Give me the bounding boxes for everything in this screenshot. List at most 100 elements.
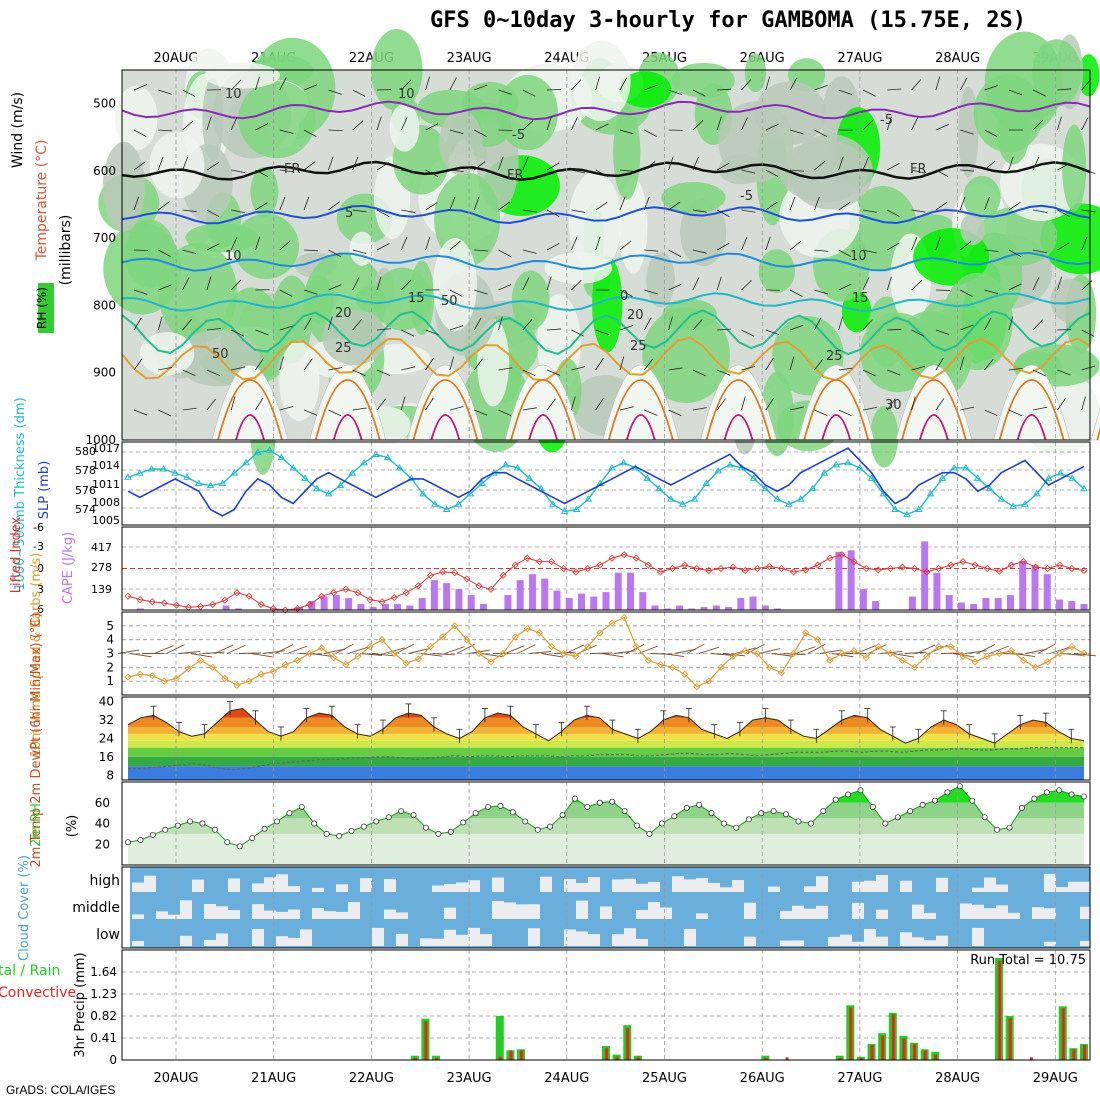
wind-speed-point: [438, 633, 447, 641]
temp-band: [128, 708, 1084, 709]
li-point: [305, 600, 314, 609]
li-point: [596, 561, 604, 569]
li-point: [136, 596, 144, 604]
wind-speed-point: [584, 642, 592, 651]
contour-label: 30: [885, 398, 902, 413]
cloud-cell: [180, 935, 192, 946]
cloud-cell: [636, 909, 648, 919]
wind-barb-10m: [916, 644, 936, 654]
wind-barb: [716, 276, 722, 291]
wind-speed-point: [342, 660, 350, 669]
wind-speed-point: [148, 671, 156, 680]
temp-band: [128, 740, 1084, 748]
precip-conv-bar: [1083, 1044, 1086, 1060]
temp-tick: 32: [99, 713, 114, 727]
cape-bar: [1019, 560, 1027, 610]
wind-barb: [862, 209, 877, 213]
cloud-cell: [336, 884, 348, 892]
rh-contour: [963, 175, 1001, 220]
precip-conv-bar: [998, 960, 1002, 1060]
rh-point: [969, 797, 976, 804]
cloud-cell: [144, 875, 156, 892]
wind-speed-point: [850, 647, 858, 655]
wind-barb: [789, 196, 796, 211]
wind-barb: [960, 324, 974, 331]
wind-speed-point: [257, 670, 265, 678]
wind-barb: [449, 406, 464, 411]
wind-barb: [376, 369, 391, 376]
cloud-cell: [696, 878, 708, 892]
thickness-point: [962, 463, 970, 471]
rh-point: [1031, 795, 1038, 802]
wind-barb: [1057, 369, 1071, 376]
wind-speed-point: [402, 659, 410, 667]
wind-barb: [814, 84, 828, 91]
wind-speed-point: [681, 670, 689, 678]
wind-barb: [303, 196, 310, 211]
surface-hump: [504, 364, 582, 441]
date-label-bottom: 20AUG: [153, 1071, 198, 1086]
li-point: [717, 564, 725, 573]
wind-barb: [595, 169, 609, 178]
cloud-cell: [636, 883, 648, 892]
cape-bar: [859, 589, 867, 610]
wind-barb-10m: [251, 653, 273, 658]
wind-barb: [401, 169, 416, 174]
date-label-bottom: 21AUG: [251, 1071, 296, 1086]
wind-barb: [401, 329, 415, 337]
wind-speed-point: [886, 649, 895, 658]
wind-speed-point: [693, 683, 701, 691]
cape-bar: [1055, 599, 1063, 610]
cape-bar: [222, 605, 230, 610]
thickness-point: [383, 453, 392, 461]
wind-barb: [1081, 169, 1096, 174]
wind-barb: [571, 79, 582, 91]
li-tick: 3: [37, 583, 44, 596]
wind-barb-10m: [795, 646, 816, 654]
pressure-tick: 800: [93, 298, 116, 312]
wind-speed-point: [426, 642, 435, 651]
wind-barb: [692, 156, 699, 171]
wind-barb: [473, 161, 486, 171]
wind-barb: [595, 358, 604, 371]
wind-barb: [717, 209, 730, 218]
rh-point: [298, 803, 305, 810]
cape-bar: [406, 605, 414, 610]
wind-speed-point: [572, 652, 580, 660]
wind-barb-10m: [444, 646, 465, 654]
cloud-cell: [876, 909, 888, 919]
wind-barb: [498, 409, 512, 417]
wind-speed-point: [620, 613, 628, 622]
wind-barb: [206, 369, 220, 376]
cloud-cell: [624, 878, 636, 892]
wind-barb: [911, 169, 926, 174]
cloud-cell: [588, 877, 600, 892]
wind-barb: [230, 237, 238, 251]
rh2m-frame: [121, 781, 1091, 866]
wind-speed-point: [910, 663, 919, 671]
rh-point: [423, 824, 429, 831]
isotherm-30: [803, 379, 870, 441]
wind-speed-point: [511, 633, 519, 641]
cloud-cell: [336, 911, 348, 919]
cape-bar: [725, 607, 733, 610]
wind-barb: [547, 88, 562, 91]
wind-barb: [765, 169, 779, 178]
cloud-cell: [432, 885, 444, 892]
precip-conv-bar: [849, 1007, 853, 1060]
wind-barb: [692, 369, 706, 377]
precip-tick: 0.41: [90, 1031, 117, 1045]
wind-barb: [668, 156, 674, 171]
cloud-cell: [708, 882, 720, 892]
contour-label: -5: [512, 128, 525, 143]
cloud-cell: [804, 908, 816, 919]
isotherm-30: [412, 379, 479, 441]
wind-barb-10m: [396, 643, 415, 654]
contour-label: 10: [398, 87, 415, 102]
rh-point: [534, 826, 541, 833]
rh-point: [869, 803, 876, 810]
contour-label: FR: [910, 162, 927, 177]
thickness-point: [454, 500, 463, 507]
wind-speed-point: [269, 667, 277, 676]
wind-barb: [1008, 249, 1022, 258]
